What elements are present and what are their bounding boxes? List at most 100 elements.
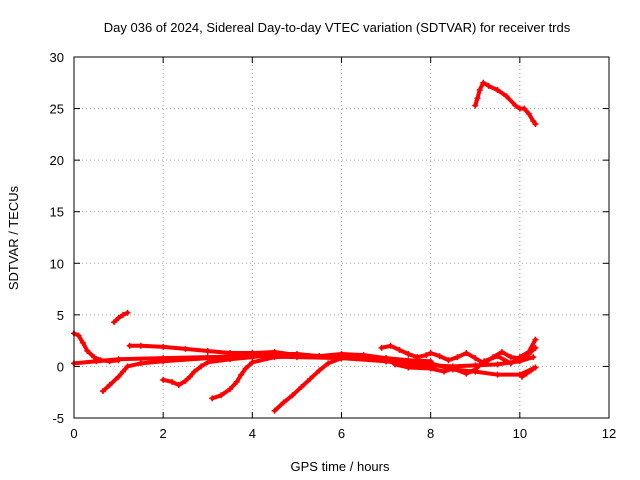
data-point <box>238 371 245 378</box>
data-point <box>249 354 256 361</box>
x-tick-label: 0 <box>70 426 77 441</box>
x-tick-label: 12 <box>602 426 616 441</box>
data-point <box>378 344 385 351</box>
data-point <box>405 358 412 365</box>
data-point <box>227 356 234 363</box>
data-point <box>124 363 131 370</box>
series-trail <box>520 365 538 379</box>
data-point <box>516 354 523 361</box>
data-point <box>271 354 278 361</box>
data-point <box>293 353 300 360</box>
series-arc-dip-4 <box>271 353 537 414</box>
data-point <box>271 407 278 414</box>
x-tick-label: 2 <box>160 426 167 441</box>
data-point <box>160 343 167 350</box>
data-point <box>519 373 526 380</box>
series-arc-late-lower <box>392 336 539 377</box>
x-tick-label: 6 <box>338 426 345 441</box>
data-point <box>209 395 216 402</box>
x-tick-label: 10 <box>513 426 527 441</box>
data-point <box>316 353 323 360</box>
data-point <box>79 339 86 346</box>
data-point <box>532 336 539 343</box>
data-point <box>454 354 461 361</box>
data-point <box>494 371 501 378</box>
data-point <box>298 384 305 391</box>
data-point <box>249 359 256 366</box>
x-axis-label: GPS time / hours <box>291 459 390 474</box>
y-tick-label: 30 <box>50 50 64 65</box>
data-point <box>242 365 249 372</box>
data-point <box>106 358 113 365</box>
data-point <box>182 345 189 352</box>
data-point <box>494 353 501 360</box>
data-point <box>182 377 189 384</box>
data-point <box>115 373 122 380</box>
data-point <box>527 367 534 374</box>
data-point <box>530 354 537 361</box>
data-point <box>485 82 492 89</box>
chart-title: Day 036 of 2024, Sidereal Day-to-day VTE… <box>104 20 571 35</box>
data-point <box>532 364 539 371</box>
data-point <box>530 117 537 124</box>
y-tick-label: 15 <box>50 205 64 220</box>
data-point <box>494 361 501 368</box>
data-point <box>160 376 167 383</box>
data-point <box>507 354 514 361</box>
y-tick-label: -5 <box>52 411 64 426</box>
data-point <box>396 346 403 353</box>
data-point <box>436 353 443 360</box>
data-point <box>414 354 421 361</box>
data-point <box>474 95 481 102</box>
data-series-group <box>71 79 539 414</box>
data-point <box>494 87 501 94</box>
data-point <box>91 354 98 361</box>
data-point <box>124 309 131 316</box>
data-point <box>99 388 106 395</box>
series-arc-start-decay <box>71 330 122 365</box>
data-point <box>198 363 205 370</box>
y-axis-label: SDTVAR / TECUs <box>6 185 21 290</box>
data-point <box>115 314 122 321</box>
y-tick-label: 20 <box>50 153 64 168</box>
data-point <box>106 381 113 388</box>
data-point <box>383 355 390 362</box>
data-point <box>427 350 434 357</box>
data-point <box>423 352 430 359</box>
data-point <box>392 361 398 368</box>
data-point <box>325 360 332 367</box>
data-point <box>472 355 479 362</box>
data-point <box>126 342 133 349</box>
data-point <box>289 392 296 399</box>
data-point <box>218 392 225 399</box>
x-tick-label: 4 <box>249 426 256 441</box>
data-point <box>405 364 412 371</box>
data-point <box>463 350 470 357</box>
data-point <box>115 357 122 364</box>
data-point <box>111 319 118 326</box>
x-tick-label: 8 <box>427 426 434 441</box>
data-point <box>227 350 234 357</box>
data-point <box>463 370 470 377</box>
data-point <box>307 375 314 382</box>
data-point <box>503 93 510 100</box>
y-tick-label: 25 <box>50 102 64 117</box>
data-point <box>233 378 240 385</box>
y-tick-label: 0 <box>57 359 64 374</box>
series-trail <box>112 310 130 325</box>
data-point <box>521 105 528 112</box>
data-point <box>360 353 367 360</box>
data-point <box>405 351 412 358</box>
data-point <box>120 311 127 318</box>
data-point <box>75 332 82 339</box>
series-trail <box>473 80 538 127</box>
data-point <box>427 365 434 372</box>
data-point <box>481 358 488 365</box>
series-arc-short-high <box>111 309 131 326</box>
data-point <box>280 399 287 406</box>
y-tick-label: 10 <box>50 256 64 271</box>
data-point <box>338 355 345 362</box>
data-point <box>472 102 479 109</box>
data-point <box>523 370 530 377</box>
